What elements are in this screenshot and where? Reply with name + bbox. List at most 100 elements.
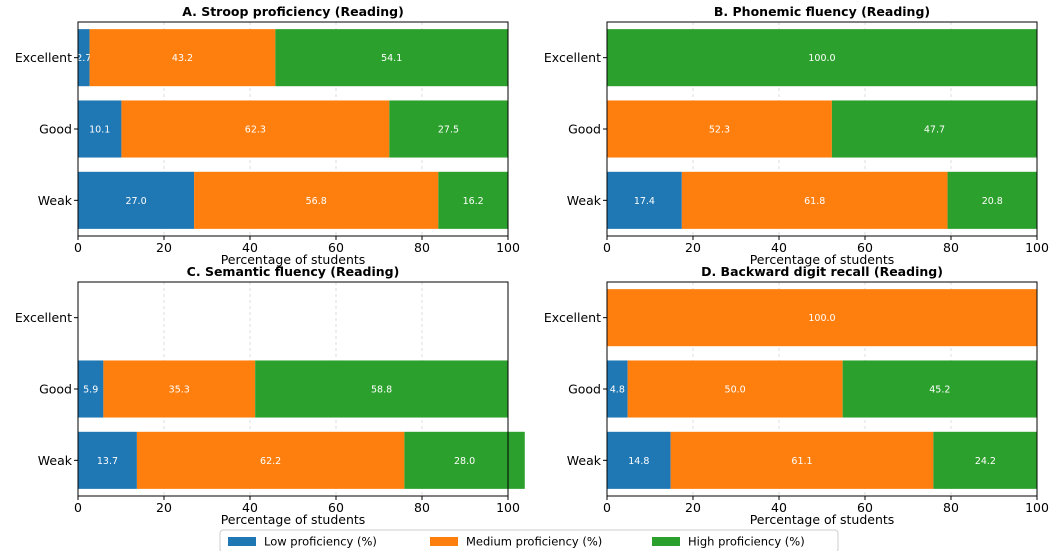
bar-medium-excellent (89, 29, 276, 87)
bar-high-weak (438, 171, 508, 229)
y-tick-label: Weak (38, 453, 73, 468)
bar-value-label: 100.0 (808, 53, 835, 64)
x-tick-label: 60 (328, 240, 344, 255)
bar-value-label: 14.8 (628, 456, 649, 467)
bar-medium-good (607, 100, 832, 158)
x-tick-label: 60 (857, 240, 873, 255)
x-tick-label: 40 (242, 500, 258, 515)
x-tick-label: 100 (1025, 240, 1049, 255)
bar-value-label: 28.0 (454, 456, 475, 467)
x-tick-label: 100 (1025, 500, 1049, 515)
y-tick-label: Excellent (15, 310, 72, 325)
bar-value-label: 62.2 (260, 456, 281, 467)
bar-high-weak (404, 431, 525, 489)
plot-frame (606, 281, 1038, 497)
bar-low-weak (607, 431, 671, 489)
x-axis-label: Percentage of students (221, 512, 366, 527)
bar-medium-weak (681, 171, 948, 229)
bar-value-label: 13.7 (97, 456, 118, 467)
y-tick-label: Good (568, 122, 601, 137)
legend-swatch-low (228, 537, 256, 546)
bar-medium-good (121, 100, 390, 158)
y-tick-label: Weak (38, 193, 73, 208)
bar-low-good (78, 360, 104, 418)
bar-value-label: 2.7 (76, 53, 91, 64)
x-tick-label: 60 (857, 500, 873, 515)
bar-value-label: 20.8 (982, 196, 1003, 207)
bar-medium-excellent (607, 289, 1037, 347)
x-tick-label: 40 (242, 240, 258, 255)
bar-low-weak (78, 171, 195, 229)
x-axis-label: Percentage of students (750, 252, 895, 267)
y-tick-label: Excellent (15, 50, 72, 65)
bar-value-label: 17.4 (634, 196, 655, 207)
bar-value-label: 4.8 (610, 385, 625, 396)
x-tick-label: 0 (74, 240, 82, 255)
bar-high-good (842, 360, 1037, 418)
y-tick-label: Excellent (544, 310, 601, 325)
bar-value-label: 27.5 (438, 125, 459, 136)
bar-value-label: 47.7 (924, 125, 945, 136)
y-tick-label: Good (39, 382, 72, 397)
bar-medium-good (103, 360, 256, 418)
x-tick-label: 0 (603, 500, 611, 515)
bar-medium-weak (194, 171, 439, 229)
bar-value-label: 16.2 (463, 196, 484, 207)
y-tick-label: Excellent (544, 50, 601, 65)
chart-panels: A. Stroop proficiency (Reading) 2.7 43.2 54… (15, 4, 1049, 527)
bar-high-weak (933, 431, 1038, 489)
x-tick-label: 20 (156, 240, 172, 255)
x-tick-label: 60 (328, 500, 344, 515)
x-tick-label: 20 (685, 500, 701, 515)
bar-value-label: 52.3 (709, 125, 730, 136)
legend: Low proficiency (%) Medium proficiency (%… (219, 529, 839, 551)
plot-frame (606, 21, 1038, 237)
bar-medium-good (627, 360, 843, 418)
plot-frame (77, 21, 509, 237)
x-tick-label: 20 (156, 500, 172, 515)
bar-low-good (607, 360, 628, 418)
x-tick-label: 20 (685, 240, 701, 255)
bar-value-label: 10.1 (89, 125, 110, 136)
bar-value-label: 50.0 (725, 385, 746, 396)
bar-value-label: 24.2 (975, 456, 996, 467)
plot-frame (77, 281, 509, 497)
chart-title: C. Semantic fluency (Reading) (187, 264, 400, 279)
bar-medium-weak (136, 431, 405, 489)
bar-high-excellent (607, 29, 1037, 87)
x-tick-label: 0 (74, 500, 82, 515)
bar-value-label: 54.1 (381, 53, 402, 64)
bar-high-weak (947, 171, 1037, 229)
bar-value-label: 5.9 (83, 385, 98, 396)
chart-title: B. Phonemic fluency (Reading) (714, 4, 930, 19)
legend-label-medium: Medium proficiency (%) (466, 535, 602, 549)
bar-value-label: 56.8 (306, 196, 327, 207)
chart-panel-4: D. Backward digit recall (Reading) 100.0 E… (544, 264, 1049, 527)
x-axis-label: Percentage of students (221, 252, 366, 267)
x-tick-label: 80 (414, 240, 430, 255)
x-tick-label: 80 (414, 500, 430, 515)
x-axis-label: Percentage of students (750, 512, 895, 527)
bar-high-excellent (275, 29, 508, 87)
chart-panel-1: A. Stroop proficiency (Reading) 2.7 43.2 54… (15, 4, 520, 267)
x-tick-label: 100 (496, 240, 520, 255)
legend-label-high: High proficiency (%) (688, 535, 805, 549)
bar-high-good (831, 100, 1037, 158)
bar-value-label: 62.3 (245, 125, 266, 136)
bar-high-good (255, 360, 508, 418)
bar-low-good (78, 100, 122, 158)
x-tick-label: 100 (496, 500, 520, 515)
bar-value-label: 43.2 (172, 53, 193, 64)
y-tick-label: Good (568, 382, 601, 397)
bar-medium-weak (670, 431, 934, 489)
x-tick-label: 80 (943, 240, 959, 255)
x-tick-label: 80 (943, 500, 959, 515)
bar-value-label: 45.2 (929, 385, 950, 396)
bar-value-label: 61.1 (791, 456, 812, 467)
chart-title: A. Stroop proficiency (Reading) (182, 4, 404, 19)
bar-low-excellent (78, 29, 90, 87)
bar-low-weak (78, 431, 137, 489)
x-tick-label: 40 (771, 240, 787, 255)
y-tick-label: Weak (567, 193, 602, 208)
